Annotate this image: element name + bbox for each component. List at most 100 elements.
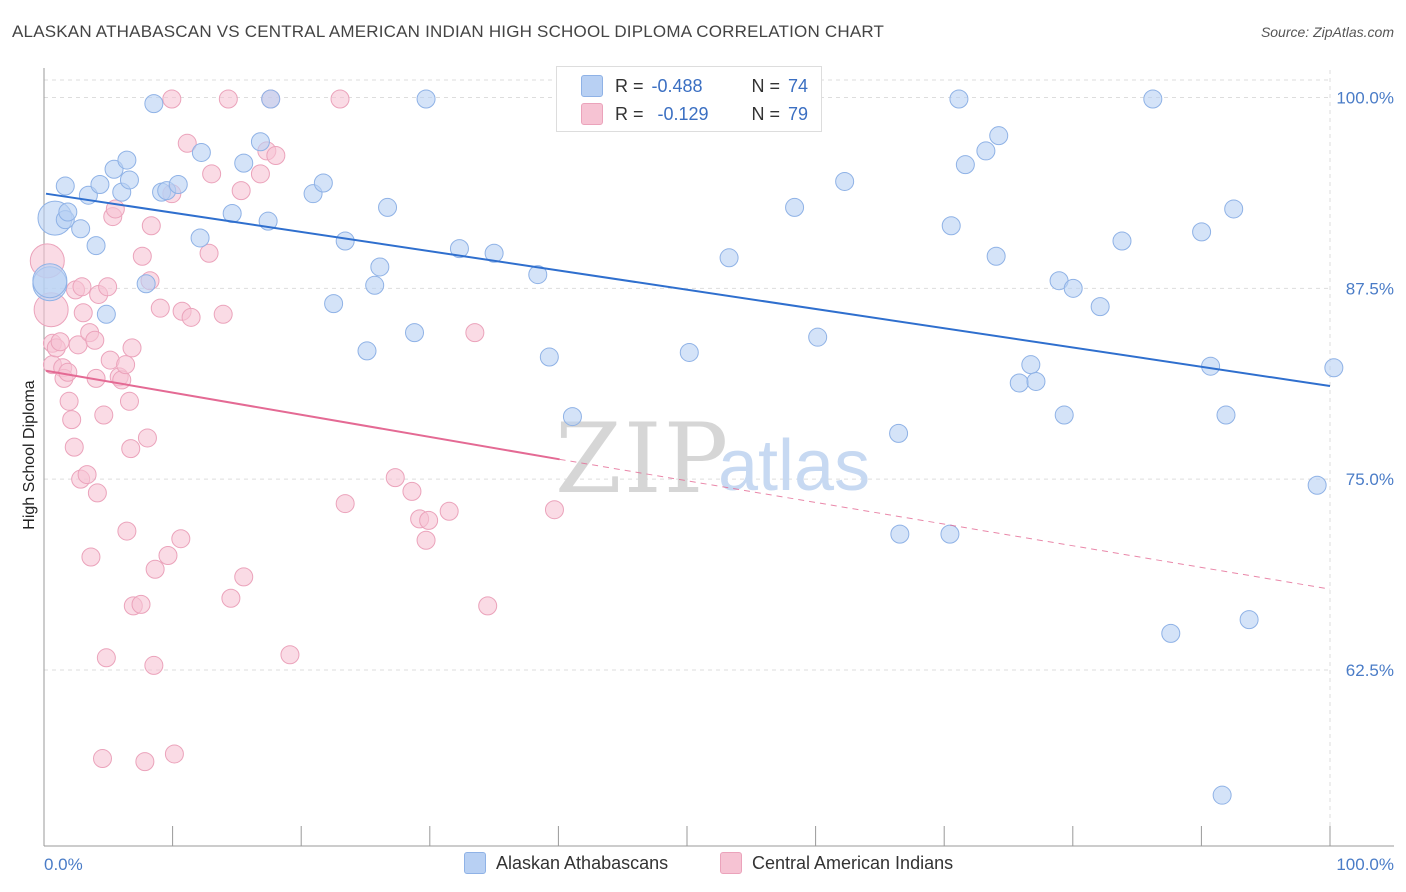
blue-data-point bbox=[313, 173, 333, 193]
blue-data-point bbox=[1112, 231, 1132, 251]
blue-data-point bbox=[562, 407, 582, 427]
blue-data-point bbox=[357, 341, 377, 361]
pink-data-point bbox=[439, 501, 459, 521]
source-credit: Source: ZipAtlas.com bbox=[1260, 24, 1394, 40]
pink-data-point bbox=[141, 216, 161, 236]
blue-data-point bbox=[58, 202, 78, 222]
pink-data-point bbox=[213, 304, 233, 324]
n-label: N = bbox=[751, 103, 781, 124]
blue-data-point bbox=[261, 89, 281, 109]
blue-data-point bbox=[86, 236, 106, 256]
legend-label: Alaskan Athabascans bbox=[496, 852, 669, 873]
pink-data-point bbox=[335, 494, 355, 514]
blue-data-point bbox=[719, 248, 739, 268]
legend-item-central-american[interactable]: Central American Indians bbox=[720, 852, 953, 874]
blue-data-point bbox=[1090, 297, 1110, 317]
y-tick-label: 62.5% bbox=[1346, 661, 1394, 680]
blue-swatch bbox=[581, 75, 603, 97]
pink-data-point bbox=[98, 277, 118, 297]
pink-swatch bbox=[720, 852, 742, 874]
r-label: R = bbox=[615, 75, 644, 96]
blue-data-point bbox=[416, 89, 436, 109]
pink-data-point bbox=[162, 89, 182, 109]
blue-data-point bbox=[119, 170, 139, 190]
legend-item-athabascans[interactable]: Alaskan Athabascans bbox=[464, 852, 668, 874]
pink-data-point bbox=[121, 439, 141, 459]
blue-data-point bbox=[335, 231, 355, 251]
blue-data-point bbox=[1216, 405, 1236, 425]
blue-data-point bbox=[785, 197, 805, 217]
blue-data-point bbox=[1212, 785, 1232, 805]
pink-data-point bbox=[94, 405, 114, 425]
pink-data-point bbox=[202, 164, 222, 184]
pink-data-point bbox=[231, 181, 251, 201]
watermark-atlas: atlas bbox=[718, 426, 870, 506]
n-value: 74 bbox=[788, 75, 809, 96]
pink-data-point bbox=[72, 277, 92, 297]
pink-trend-line bbox=[45, 369, 560, 461]
blue-data-point bbox=[168, 175, 188, 195]
n-value: 79 bbox=[788, 103, 809, 124]
blue-data-point bbox=[324, 294, 344, 314]
blue-data-point bbox=[55, 176, 75, 196]
pink-data-point bbox=[280, 645, 300, 665]
pink-data-point bbox=[117, 521, 137, 541]
chart-title: ALASKAN ATHABASCAN VS CENTRAL AMERICAN I… bbox=[12, 22, 885, 41]
blue-data-point bbox=[679, 342, 699, 362]
pink-data-point bbox=[164, 744, 184, 764]
y-tick-label: 87.5% bbox=[1346, 279, 1394, 298]
blue-data-point bbox=[808, 327, 828, 347]
pink-data-point bbox=[59, 391, 79, 411]
blue-data-point bbox=[136, 274, 156, 294]
blue-data-point bbox=[32, 263, 68, 299]
pink-data-point bbox=[250, 164, 270, 184]
blue-swatch bbox=[464, 852, 486, 874]
pink-data-point bbox=[199, 243, 219, 263]
pink-series-points bbox=[29, 89, 564, 772]
pink-swatch bbox=[581, 103, 603, 125]
blue-data-point bbox=[117, 150, 137, 170]
pink-data-point bbox=[81, 547, 101, 567]
pink-data-point bbox=[145, 559, 165, 579]
pink-data-point bbox=[77, 465, 97, 485]
blue-data-point bbox=[1063, 278, 1083, 298]
blue-data-point bbox=[144, 94, 164, 114]
blue-data-point bbox=[190, 228, 210, 248]
pink-data-point bbox=[131, 594, 151, 614]
blue-data-point bbox=[96, 304, 116, 324]
blue-data-point bbox=[986, 246, 1006, 266]
legend-label: Central American Indians bbox=[752, 852, 954, 873]
pink-data-point bbox=[137, 428, 157, 448]
blue-data-point bbox=[1324, 358, 1344, 378]
blue-data-point bbox=[191, 142, 211, 162]
pink-data-point bbox=[119, 391, 139, 411]
pink-data-point bbox=[58, 362, 78, 382]
blue-trend-line bbox=[45, 192, 1331, 388]
blue-data-point bbox=[104, 159, 124, 179]
tick-labels: 62.5% 75.0% 87.5% 100.0% 0.0% 100.0% bbox=[44, 89, 1394, 875]
blue-data-point bbox=[1054, 405, 1074, 425]
pink-data-point bbox=[330, 89, 350, 109]
stats-legend: R = -0.488 N = 74 R = -0.129 N = 79 bbox=[556, 66, 822, 132]
blue-data-point bbox=[1026, 371, 1046, 391]
x-tick-label: 100.0% bbox=[1336, 855, 1394, 874]
pink-data-point bbox=[266, 146, 286, 166]
blue-data-point bbox=[1192, 222, 1212, 242]
pink-data-point bbox=[87, 483, 107, 503]
pink-data-point bbox=[64, 437, 84, 457]
pink-data-point bbox=[385, 468, 405, 488]
blue-data-point bbox=[90, 175, 110, 195]
pink-data-point bbox=[465, 323, 485, 343]
blue-data-point bbox=[955, 155, 975, 175]
blue-data-point bbox=[989, 126, 1009, 146]
blue-data-point bbox=[835, 171, 855, 191]
y-tick-label: 100.0% bbox=[1336, 89, 1394, 108]
pink-data-point bbox=[122, 338, 142, 358]
blue-data-point bbox=[234, 153, 254, 173]
blue-series-points bbox=[32, 89, 1344, 805]
stats-row-blue: R = -0.488 N = 74 bbox=[581, 74, 808, 98]
pink-data-point bbox=[135, 752, 155, 772]
pink-data-point bbox=[132, 246, 152, 266]
blue-data-point bbox=[940, 524, 960, 544]
